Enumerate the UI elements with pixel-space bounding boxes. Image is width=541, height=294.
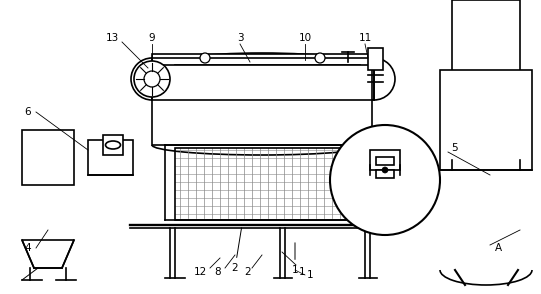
Text: 10: 10 — [299, 33, 312, 43]
Bar — [88, 140, 133, 175]
Text: 8: 8 — [215, 267, 221, 277]
Circle shape — [134, 61, 170, 97]
Text: 13: 13 — [105, 33, 118, 43]
Circle shape — [315, 53, 325, 63]
Text: 11: 11 — [358, 33, 372, 43]
Text: 2: 2 — [232, 228, 241, 273]
Bar — [452, 0, 520, 80]
Bar — [152, 54, 374, 100]
Circle shape — [382, 167, 388, 173]
Bar — [175, 148, 360, 220]
Bar — [368, 48, 383, 70]
Text: A: A — [494, 243, 502, 253]
Text: 6: 6 — [25, 107, 31, 117]
Text: 1: 1 — [299, 267, 305, 277]
Bar — [440, 70, 532, 170]
Text: 2: 2 — [245, 267, 252, 277]
Text: 4: 4 — [25, 243, 31, 253]
Text: 9: 9 — [149, 33, 155, 43]
Circle shape — [330, 125, 440, 235]
Text: 3: 3 — [236, 33, 243, 43]
Bar — [152, 65, 372, 145]
Text: 12: 12 — [193, 267, 207, 277]
Ellipse shape — [105, 141, 121, 149]
Bar — [22, 130, 74, 185]
Text: 1: 1 — [292, 243, 298, 275]
Bar — [103, 135, 123, 155]
Text: 5: 5 — [452, 143, 458, 153]
Circle shape — [200, 53, 210, 63]
Bar — [376, 170, 394, 178]
Bar — [370, 150, 400, 170]
Bar — [376, 157, 394, 165]
Polygon shape — [22, 240, 74, 268]
Text: 1: 1 — [307, 270, 314, 280]
Bar — [175, 65, 360, 145]
